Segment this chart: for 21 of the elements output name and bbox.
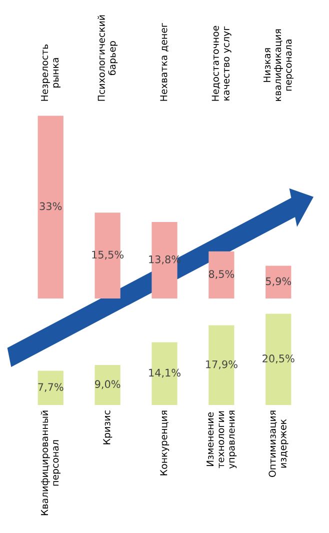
x-tick-label: Конкуренция xyxy=(160,410,170,476)
data-label: 5,9% xyxy=(266,277,292,286)
bar xyxy=(94,364,120,406)
x-tick-label: Квалифицированный персонал xyxy=(40,410,60,516)
data-label: 8,5% xyxy=(208,270,234,280)
bar xyxy=(266,266,292,298)
x-tick-label: Оптимизация издержек xyxy=(268,410,288,477)
x-tick-label: Низкая квалификация персонала xyxy=(264,29,294,101)
x-tick-label: Нехватка денег xyxy=(160,23,168,101)
x-tick-label: Изменение технологии управления xyxy=(206,410,237,469)
data-label: 7,7% xyxy=(38,383,64,392)
bar xyxy=(208,251,234,298)
x-tick-label: Кризис xyxy=(103,410,112,444)
data-label: 9,0% xyxy=(94,380,120,390)
bar xyxy=(38,116,64,298)
data-label: 33% xyxy=(40,202,62,210)
bar xyxy=(38,370,64,406)
x-tick-label: Недостаточное качество услуг xyxy=(212,26,232,101)
x-tick-label: Незрелость рынка xyxy=(41,44,60,101)
data-label: 15,5% xyxy=(92,250,124,260)
x-tick-label: Психологический барьер xyxy=(98,15,118,101)
